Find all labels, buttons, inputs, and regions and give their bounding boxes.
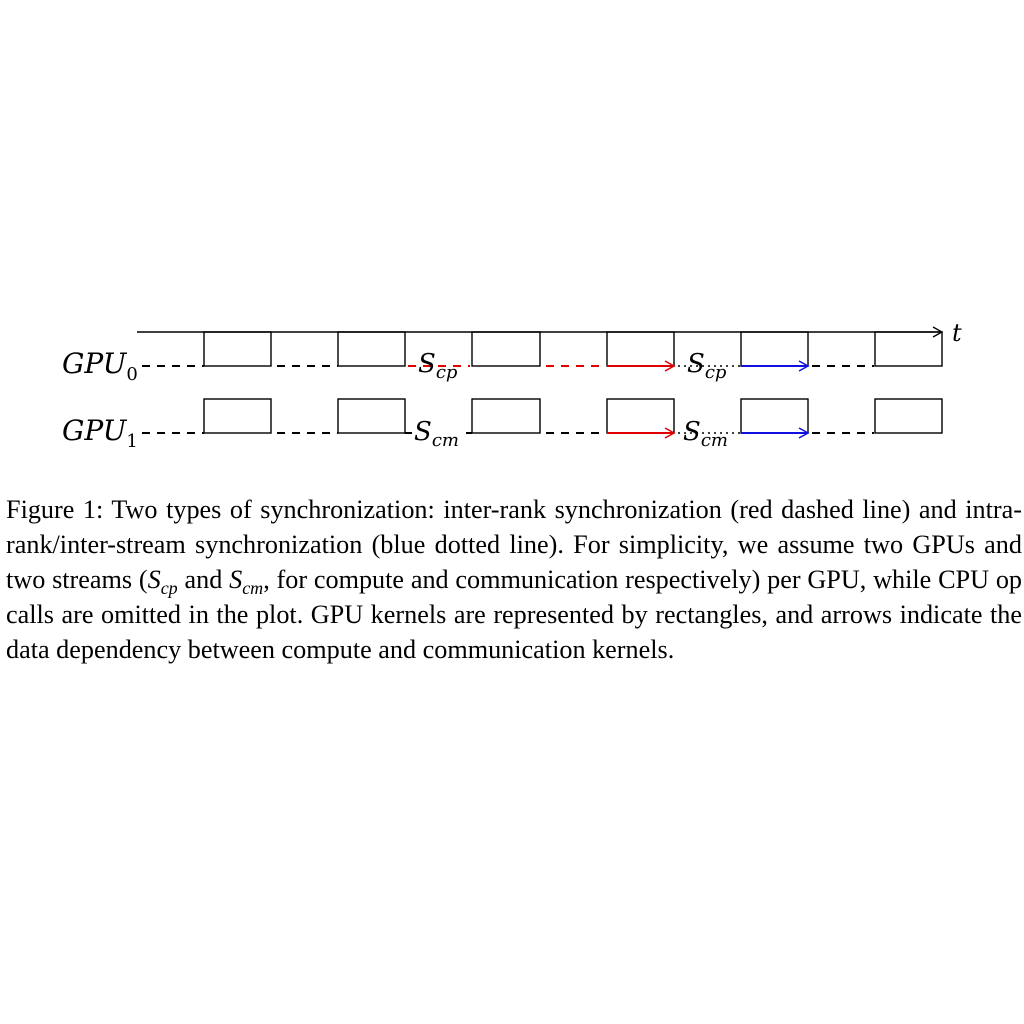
gpu1-kernel <box>606 398 675 434</box>
gpu1-kernel <box>740 398 809 434</box>
gpu1-kernel <box>203 398 272 434</box>
gpu0-timeline: Scp Scp <box>142 331 943 383</box>
gpu1-stream-label-2: Scm <box>683 417 728 451</box>
synchronization-diagram: t GPU0 GPU1 Scp Scp <box>62 319 962 452</box>
gpu1-kernel <box>874 398 943 434</box>
gpu1-subscript: 1 <box>126 431 137 452</box>
caption-prefix: Figure 1: Two types of synchronization: … <box>6 495 1022 594</box>
gpu1-stream-label-1: Scm <box>414 417 459 451</box>
gpu1-kernel <box>471 398 541 434</box>
gpu1-label: GPU1 <box>62 414 138 452</box>
gpu0-subscript: 0 <box>126 364 137 385</box>
figure-caption: Figure 1: Two types of synchronization: … <box>6 492 1022 667</box>
gpu0-kernel <box>740 331 809 367</box>
gpu0-kernel <box>337 331 406 367</box>
caption-and: and <box>177 565 230 594</box>
caption-stream-cm: Scm <box>229 565 264 599</box>
gpu0-kernel <box>203 331 272 367</box>
gpu1-kernel <box>337 398 406 434</box>
gpu0-stream-label-1: Scp <box>418 349 458 383</box>
gpu1-name: GPU <box>62 414 128 447</box>
time-axis-label: t <box>952 319 962 347</box>
gpu0-name: GPU <box>62 347 128 380</box>
caption-stream-cp: Scp <box>147 565 178 599</box>
gpu0-kernel <box>471 331 541 367</box>
gpu0-kernel <box>606 331 675 367</box>
gpu0-kernel <box>874 331 943 367</box>
gpu1-timeline: Scm Scm <box>142 398 943 451</box>
caption-suffix: , for compute and communication respecti… <box>6 565 1023 664</box>
gpu0-label: GPU0 <box>62 347 138 385</box>
gpu0-stream-label-2: Scp <box>687 349 727 383</box>
